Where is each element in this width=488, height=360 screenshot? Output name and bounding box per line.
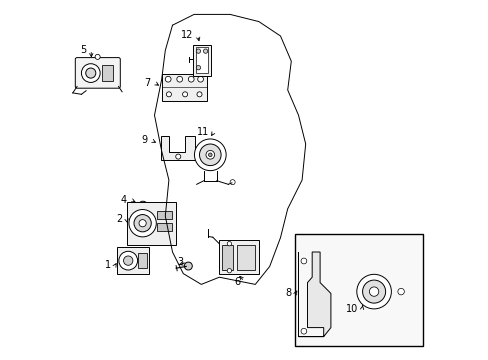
Circle shape bbox=[205, 150, 214, 159]
Text: 3: 3 bbox=[177, 257, 183, 267]
Bar bbox=[157, 211, 172, 219]
Circle shape bbox=[129, 210, 156, 237]
Bar bbox=[219, 240, 258, 274]
Circle shape bbox=[123, 256, 133, 265]
Bar bbox=[196, 47, 208, 73]
Circle shape bbox=[199, 144, 221, 166]
Circle shape bbox=[196, 49, 200, 53]
Circle shape bbox=[227, 242, 231, 246]
Bar bbox=[157, 223, 172, 231]
Circle shape bbox=[184, 262, 192, 270]
Bar bbox=[137, 253, 146, 268]
Circle shape bbox=[165, 76, 171, 82]
Circle shape bbox=[356, 274, 390, 309]
Circle shape bbox=[140, 203, 145, 208]
Text: 4: 4 bbox=[120, 195, 126, 205]
Circle shape bbox=[197, 92, 202, 97]
Polygon shape bbox=[298, 252, 330, 337]
Circle shape bbox=[230, 180, 235, 185]
Bar bbox=[236, 245, 254, 270]
Text: 5: 5 bbox=[81, 45, 87, 55]
Circle shape bbox=[166, 92, 171, 97]
Circle shape bbox=[119, 251, 137, 270]
Circle shape bbox=[95, 54, 100, 59]
Circle shape bbox=[175, 154, 181, 159]
Circle shape bbox=[139, 220, 146, 227]
Bar bbox=[127, 202, 176, 245]
Text: 7: 7 bbox=[143, 78, 150, 88]
Polygon shape bbox=[161, 136, 195, 160]
Bar bbox=[222, 245, 232, 270]
Bar bbox=[117, 247, 149, 274]
Text: 2: 2 bbox=[116, 213, 122, 224]
Circle shape bbox=[362, 280, 385, 303]
Circle shape bbox=[188, 76, 194, 82]
FancyBboxPatch shape bbox=[75, 58, 120, 88]
Circle shape bbox=[368, 287, 378, 296]
Circle shape bbox=[138, 201, 147, 211]
Circle shape bbox=[301, 258, 306, 264]
Circle shape bbox=[397, 288, 404, 295]
Text: 10: 10 bbox=[345, 303, 357, 314]
Bar bbox=[162, 74, 206, 101]
Circle shape bbox=[196, 66, 200, 70]
Bar bbox=[294, 234, 422, 346]
Bar bbox=[193, 45, 210, 76]
Circle shape bbox=[85, 68, 96, 78]
Text: 1: 1 bbox=[105, 260, 111, 270]
Circle shape bbox=[81, 64, 100, 82]
Circle shape bbox=[227, 269, 231, 273]
Text: 12: 12 bbox=[181, 30, 193, 40]
Text: 6: 6 bbox=[234, 276, 240, 287]
Circle shape bbox=[194, 139, 225, 171]
Text: 11: 11 bbox=[197, 127, 209, 137]
Circle shape bbox=[182, 92, 187, 97]
Circle shape bbox=[208, 153, 212, 157]
Circle shape bbox=[134, 215, 151, 232]
Bar bbox=[102, 65, 113, 81]
Circle shape bbox=[301, 328, 306, 334]
Circle shape bbox=[177, 76, 182, 82]
Circle shape bbox=[203, 49, 207, 53]
Text: 9: 9 bbox=[141, 135, 147, 145]
Circle shape bbox=[197, 76, 203, 82]
Text: 8: 8 bbox=[285, 288, 291, 298]
